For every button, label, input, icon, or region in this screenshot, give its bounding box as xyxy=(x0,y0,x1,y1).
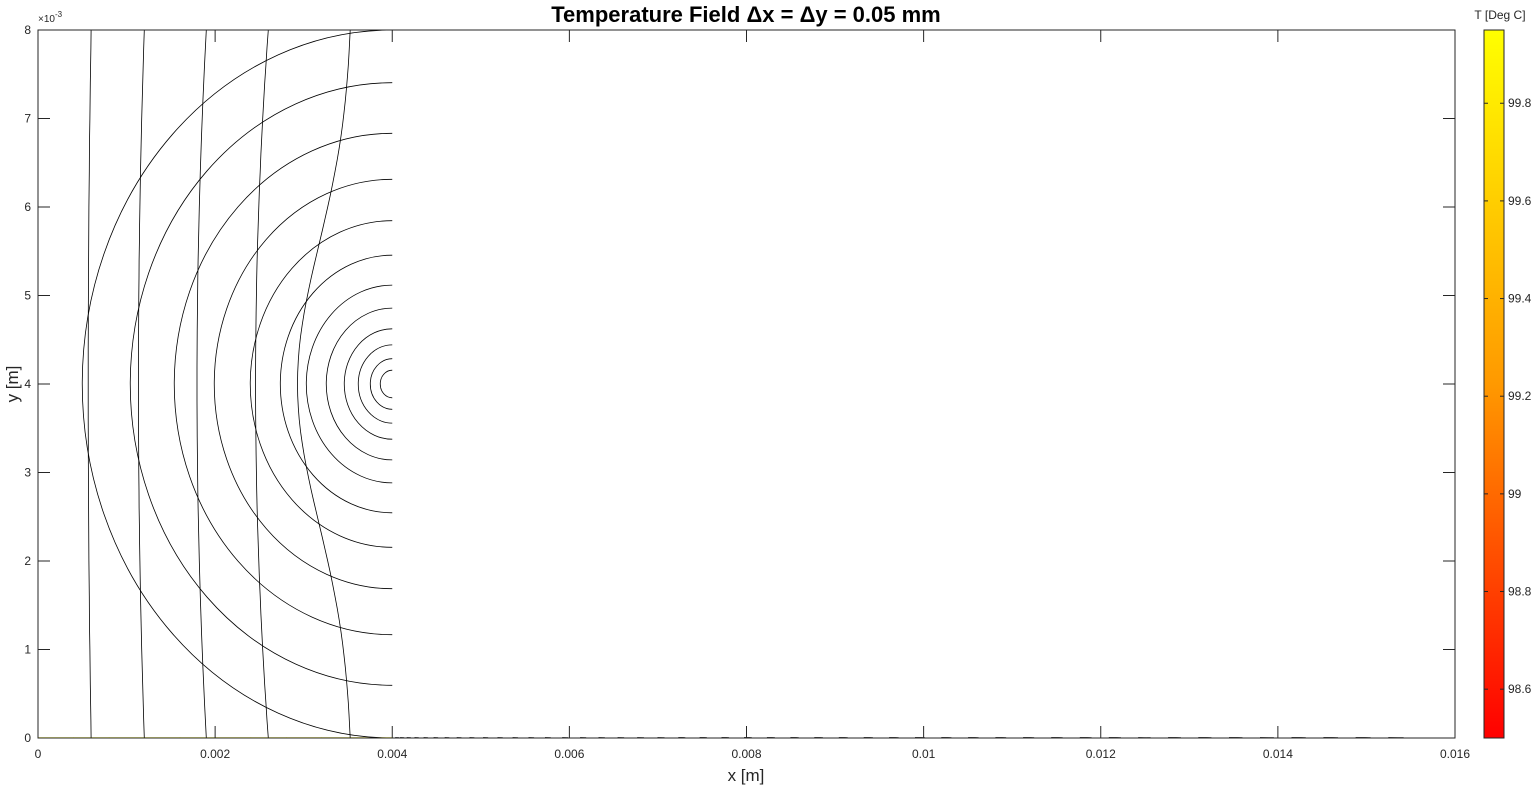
isotherm-arc xyxy=(325,307,393,461)
colorbar-tick-label: 99.2 xyxy=(1508,389,1532,403)
colorbar-tick-label: 98.8 xyxy=(1508,585,1532,599)
y-axis-exponent: ×10-3 xyxy=(38,10,63,25)
x-axis: 0 0.002 0.004 0.006 0.008 0.01 0.012 0.014 0.016 xyxy=(35,30,1470,761)
x-tick-label: 0.014 xyxy=(1263,747,1293,761)
isotherm-arc xyxy=(357,344,393,424)
isotherm-arc xyxy=(369,358,393,410)
y-tick-label: 7 xyxy=(24,112,31,126)
isotherm-line xyxy=(87,30,92,738)
y-exponent-power: -3 xyxy=(55,10,63,19)
colorbar-label: T [Deg C] xyxy=(1474,8,1525,22)
x-tick-label: 0.012 xyxy=(1086,747,1116,761)
y-exponent-base: ×10 xyxy=(38,14,55,25)
isotherm-line xyxy=(138,30,145,738)
y-tick-label: 3 xyxy=(24,466,31,480)
isotherm-arc xyxy=(213,178,393,590)
chart-title: Temperature Field Δx = Δy = 0.05 mm xyxy=(551,2,941,27)
y-tick-label: 6 xyxy=(24,200,31,214)
x-axis-label: x [m] xyxy=(728,766,765,785)
y-tick-label: 4 xyxy=(24,377,31,391)
isotherm-arc xyxy=(305,284,393,484)
y-tick-label: 0 xyxy=(24,731,31,745)
colorbar xyxy=(1483,29,1505,739)
y-tick-label: 1 xyxy=(24,643,31,657)
isotherm-contours xyxy=(81,30,1405,738)
colorbar-tick-label: 99 xyxy=(1508,487,1522,501)
x-tick-label: 0.01 xyxy=(912,747,936,761)
colorbar-tick-label: 99.8 xyxy=(1508,96,1532,110)
colorbar-ticks: 98.6 98.8 99 99.2 99.4 99.6 99.8 xyxy=(1484,96,1532,696)
isotherm-arc xyxy=(279,254,393,514)
isotherm-arc xyxy=(249,220,393,548)
isotherm-arc xyxy=(129,82,393,686)
y-tick-label: 8 xyxy=(24,23,31,37)
x-tick-label: 0.016 xyxy=(1440,747,1470,761)
colorbar-tick-label: 98.6 xyxy=(1508,682,1532,696)
x-tick-label: 0.008 xyxy=(731,747,761,761)
colorbar-tick-label: 99.6 xyxy=(1508,194,1532,208)
isotherm-line xyxy=(255,30,269,738)
x-tick-label: 0 xyxy=(35,747,42,761)
x-tick-label: 0.006 xyxy=(554,747,584,761)
y-axis-label: y [m] xyxy=(3,366,22,403)
y-tick-label: 5 xyxy=(24,289,31,303)
isotherm-arc xyxy=(379,369,393,399)
y-axis: 0 1 2 3 4 5 6 7 8 xyxy=(24,23,1455,745)
y-tick-label: 2 xyxy=(24,554,31,568)
isotherm-arc xyxy=(81,30,393,738)
x-tick-label: 0.002 xyxy=(200,747,230,761)
x-tick-label: 0.004 xyxy=(377,747,407,761)
isotherm-arc xyxy=(173,132,393,636)
isotherm-line xyxy=(196,30,207,738)
colorbar-tick-label: 99.4 xyxy=(1508,292,1532,306)
isotherm-arc xyxy=(343,328,393,440)
isotherm-line xyxy=(297,30,351,738)
